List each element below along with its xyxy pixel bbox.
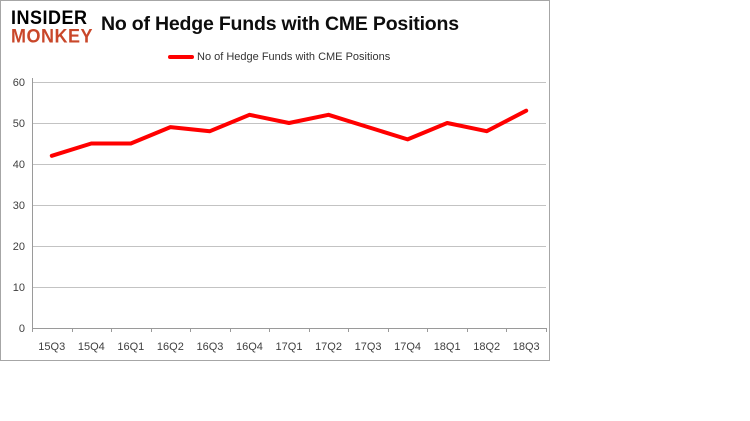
y-axis-tick-label: 50 xyxy=(13,118,25,130)
x-axis-tick-label: 17Q1 xyxy=(276,341,303,353)
chart-header: INSIDER MONKEY No of Hedge Funds with CM… xyxy=(11,6,459,47)
y-axis-tick-label: 30 xyxy=(13,200,25,212)
x-axis-tick-label: 15Q4 xyxy=(78,341,105,353)
insider-monkey-logo: INSIDER MONKEY xyxy=(11,6,101,47)
y-axis-tick-label: 10 xyxy=(13,282,25,294)
y-axis-tick-label: 0 xyxy=(19,323,25,335)
x-axis-tick-label: 17Q2 xyxy=(315,341,342,353)
x-axis-tick-label: 17Q3 xyxy=(355,341,382,353)
x-axis-tick-label: 18Q1 xyxy=(434,341,461,353)
y-axis-tick-label: 20 xyxy=(13,241,25,253)
x-axis-tick-label: 16Q4 xyxy=(236,341,263,353)
legend-label: No of Hedge Funds with CME Positions xyxy=(197,51,391,63)
hedge-fund-positions-chart: INSIDER MONKEY No of Hedge Funds with CM… xyxy=(0,0,550,361)
x-axis-tick-label: 16Q3 xyxy=(196,341,223,353)
x-axis-tick-label: 18Q2 xyxy=(473,341,500,353)
chart-legend: No of Hedge Funds with CME Positions xyxy=(168,50,390,64)
y-axis-tick-label: 60 xyxy=(13,77,25,89)
chart-title: No of Hedge Funds with CME Positions xyxy=(101,13,459,35)
x-axis-tick-label: 15Q3 xyxy=(38,341,65,353)
logo-insider-text: INSIDER xyxy=(11,6,88,29)
x-axis-tick-label: 17Q4 xyxy=(394,341,421,353)
x-axis-tick-label: 16Q2 xyxy=(157,341,184,353)
x-axis-tick-label: 18Q3 xyxy=(513,341,540,353)
legend-line-marker xyxy=(168,55,194,59)
line-chart-plot: 0 10 20 30 40 50 60 15Q3 15Q4 16Q1 16Q2 16Q3 16Q4 17Q… xyxy=(13,77,547,353)
logo-monkey-text: MONKEY xyxy=(11,24,94,47)
series-line xyxy=(49,108,529,158)
y-axis-tick-label: 40 xyxy=(13,159,25,171)
x-axis-tick-label: 16Q1 xyxy=(117,341,144,353)
